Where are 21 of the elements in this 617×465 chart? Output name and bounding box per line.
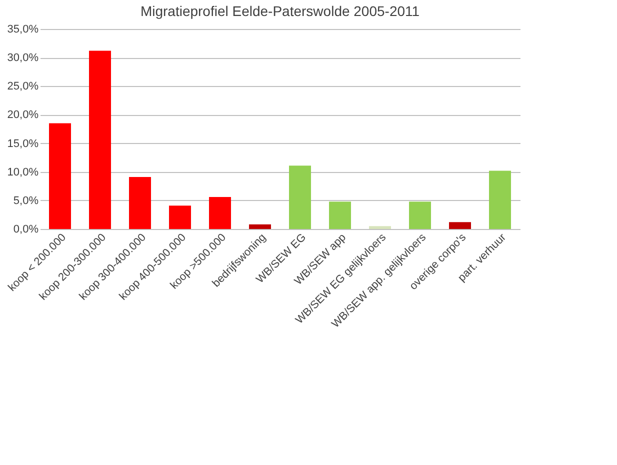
bar xyxy=(89,50,111,229)
y-tick-label: 35,0% xyxy=(7,24,39,36)
bar xyxy=(209,197,231,229)
bar xyxy=(49,123,71,229)
bar xyxy=(449,222,471,229)
bar xyxy=(409,202,431,229)
bar xyxy=(329,202,351,229)
y-tick-label: 20,0% xyxy=(7,109,39,122)
bar xyxy=(489,170,511,229)
bar xyxy=(369,226,391,229)
bar xyxy=(169,206,191,229)
bar xyxy=(249,224,271,229)
y-tick-label: 15,0% xyxy=(7,138,39,150)
y-tick-label: 5,0% xyxy=(13,194,39,207)
y-tick-label: 30,0% xyxy=(7,52,39,64)
bar xyxy=(289,166,311,229)
y-tick-label: 0,0% xyxy=(13,224,39,236)
y-tick-label: 10,0% xyxy=(7,166,39,178)
chart-title: Migratieprofiel Eelde-Paterswolde 2005-2011 xyxy=(140,3,420,19)
bar xyxy=(129,177,151,229)
y-tick-label: 25,0% xyxy=(7,80,39,93)
